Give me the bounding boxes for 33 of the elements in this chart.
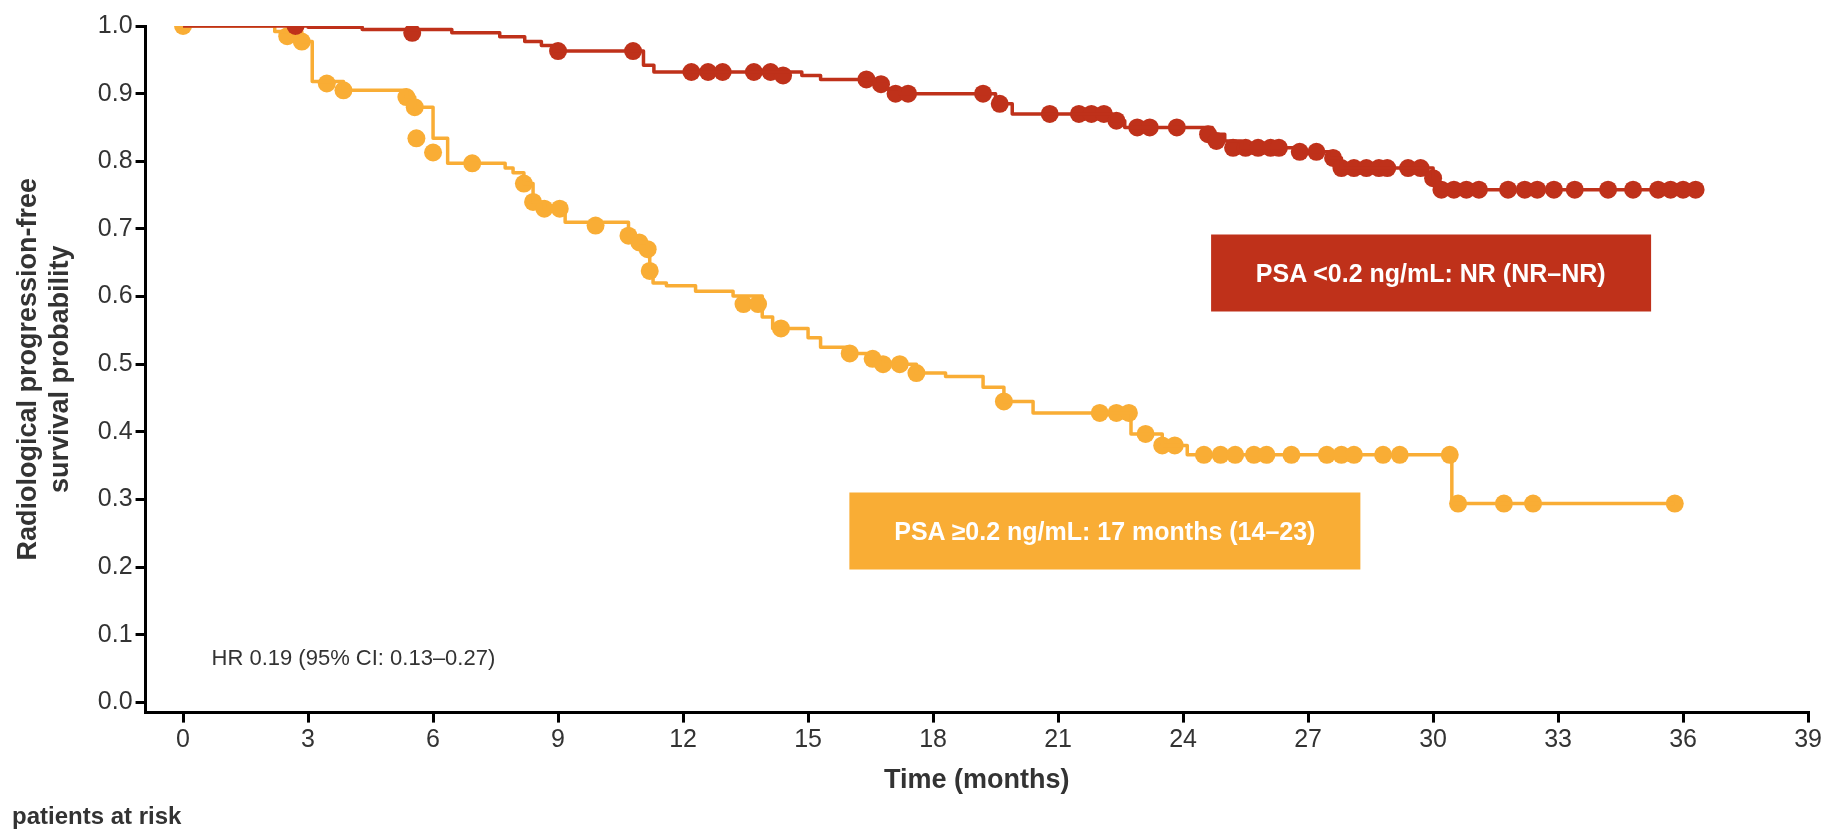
x-tick-label: 30 (1419, 724, 1447, 753)
x-tick-label: 24 (1169, 724, 1198, 753)
x-tick-label: 0 (176, 724, 191, 753)
annotation: HR 0.19 (95% CI: 0.13–0.27) (211, 644, 496, 670)
y-tick-label: 0.4 (97, 415, 133, 444)
y-tick-label: 1.0 (97, 9, 133, 38)
point (424, 143, 443, 162)
x-tick-label: 39 (1794, 724, 1822, 753)
x-tick-label: 9 (551, 724, 566, 753)
y-tick-label: 0.9 (97, 77, 133, 106)
x-tick-label: 3 (301, 724, 316, 753)
y-axis-title: Radiological progression-free survival probability (11, 178, 75, 561)
label-box: PSA <0.2 ng/mL: NR (NR–NR) (1210, 234, 1651, 312)
y-tick-label: 0.3 (97, 483, 133, 512)
x-tick-label: 21 (1044, 724, 1072, 753)
x-tick-label: 33 (1544, 724, 1572, 753)
x-tick-label: 27 (1294, 724, 1322, 753)
label-box: PSA ≥0.2 ng/mL: 17 months (14–23) (849, 492, 1361, 570)
x-tick-label: 6 (426, 724, 441, 753)
y-tick-label: 0.5 (97, 348, 133, 377)
point (407, 129, 426, 148)
y-tick-label: 0.0 (97, 686, 133, 715)
x-tick-label: 18 (919, 724, 947, 753)
y-tick-label: 0.8 (97, 145, 133, 174)
y-tick-label: 0.6 (97, 280, 133, 309)
y-tick-label: 0.2 (97, 551, 133, 580)
text: patients at risk (12, 801, 183, 829)
x-tick-label: 12 (669, 724, 697, 753)
x-tick-label: 15 (794, 724, 822, 753)
y-tick-label: 0.1 (97, 618, 133, 647)
y-tick-label: 0.7 (97, 212, 133, 241)
x-tick-label: 36 (1669, 724, 1697, 753)
x-axis-title: Time (months) (884, 764, 1070, 795)
